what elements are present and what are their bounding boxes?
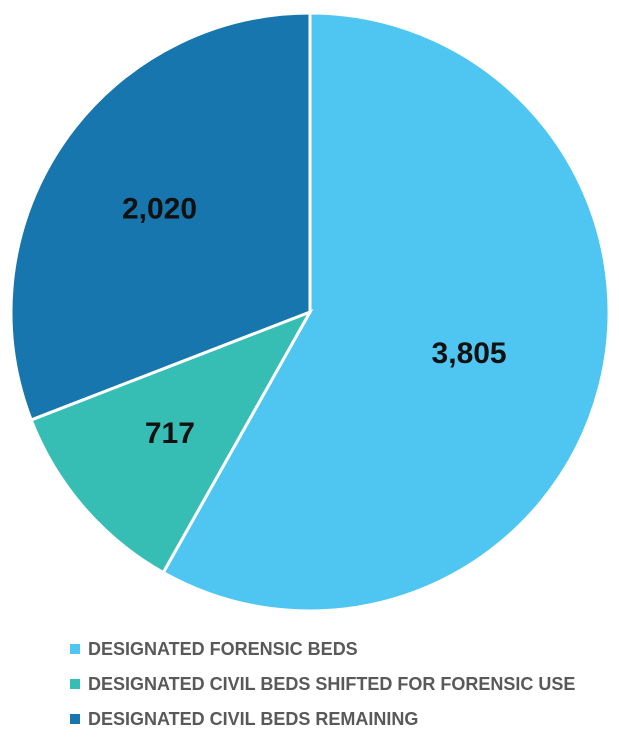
pie-data-labels: 3,805 717 2,020 (122, 192, 507, 449)
pie-slice-civil-beds-remaining (9, 11, 312, 422)
data-label-civil-beds-shifted: 717 (145, 417, 195, 450)
pie-chart: 3,805 717 2,020 (9, 11, 611, 613)
pie-slices (9, 11, 611, 613)
pie-slice-civil-beds-shifted (29, 309, 314, 575)
legend-label-civil-beds-shifted: DESIGNATED CIVIL BEDS SHIFTED FOR FORENS… (88, 673, 576, 694)
legend-item-civil-beds-remaining: DESIGNATED CIVIL BEDS REMAINING (70, 706, 615, 732)
legend: DESIGNATED FORENSIC BEDS DESIGNATED CIVI… (70, 636, 615, 741)
legend-swatch-civil-beds-shifted (70, 679, 80, 689)
legend-label-civil-beds-remaining: DESIGNATED CIVIL BEDS REMAINING (88, 708, 419, 729)
pie-slice-forensic-beds (161, 11, 611, 613)
legend-swatch-civil-beds-remaining (70, 714, 80, 724)
legend-item-forensic-beds: DESIGNATED FORENSIC BEDS (70, 636, 615, 662)
legend-label-forensic-beds: DESIGNATED FORENSIC BEDS (88, 638, 358, 659)
legend-item-civil-beds-shifted: DESIGNATED CIVIL BEDS SHIFTED FOR FORENS… (70, 671, 615, 697)
legend-swatch-forensic-beds (70, 644, 80, 654)
data-label-civil-beds-remaining: 2,020 (122, 192, 197, 225)
data-label-forensic-beds: 3,805 (432, 337, 507, 370)
